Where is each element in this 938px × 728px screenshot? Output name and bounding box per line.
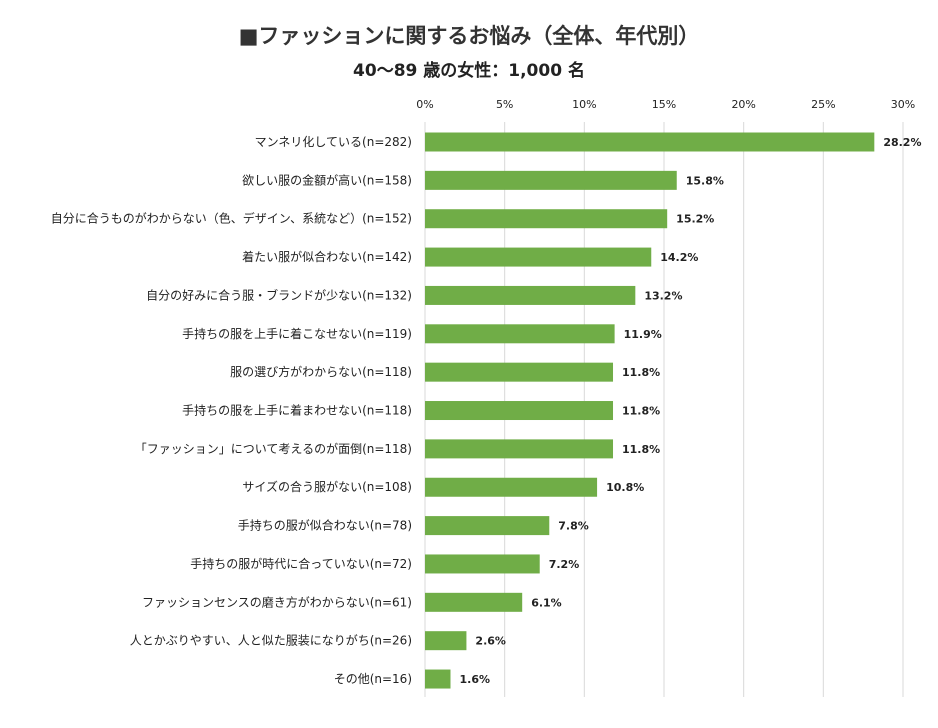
value-label: 11.8% (622, 405, 660, 418)
value-labels: 28.2% 15.8% 15.2% 14.2% 13.2% 11.9% 11.8% 11.8%… (459, 136, 921, 686)
bar (425, 516, 550, 536)
category-label: 自分の好みに合う服・ブランドが少ない(n=132) (146, 287, 412, 302)
value-label: 11.8% (622, 443, 660, 456)
value-label: 14.2% (660, 251, 698, 264)
value-label: 11.9% (624, 328, 662, 341)
bar (425, 554, 540, 574)
x-tick-label: 5% (496, 98, 513, 111)
value-label: 28.2% (883, 136, 921, 149)
category-label: 手持ちの服を上手に着こなせない(n=119) (182, 326, 412, 341)
bar (425, 170, 677, 190)
x-axis-ticks: 0% 5% 10% 15% 20% 25% 30% (416, 98, 915, 111)
x-tick-label: 15% (652, 98, 676, 111)
x-tick-label: 25% (811, 98, 835, 111)
bar (425, 362, 614, 382)
category-label: 人とかぶりやすい、人と似た服装になりがち(n=26) (130, 633, 412, 648)
bar (425, 592, 523, 612)
category-label: 「ファッション」について考えるのが面倒(n=118) (135, 441, 412, 456)
category-label: 服の選び方がわからない(n=118) (230, 364, 412, 379)
value-label: 2.6% (475, 635, 506, 648)
bar (425, 477, 598, 497)
bar (425, 247, 652, 267)
chart-title: ■ファッションに関するお悩み（全体、年代別） (238, 24, 700, 48)
value-label: 15.8% (686, 174, 724, 187)
bar (425, 285, 636, 305)
value-label: 11.8% (622, 366, 660, 379)
chart-subtitle: 40～89 歳の女性：1,000 名 (353, 61, 585, 81)
category-labels: マンネリ化している(n=282) 欲しい服の金額が高い(n=158) 自分に合うもの… (51, 135, 412, 686)
bars (425, 132, 875, 689)
bar (425, 132, 875, 152)
bar (425, 631, 467, 651)
category-label: 着たい服が似合わない(n=142) (242, 249, 412, 264)
bar (425, 324, 615, 344)
x-tick-label: 30% (891, 98, 915, 111)
x-tick-label: 10% (572, 98, 596, 111)
value-label: 13.2% (644, 289, 682, 302)
category-label: サイズの合う服がない(n=108) (242, 479, 412, 494)
x-tick-label: 0% (416, 98, 433, 111)
bar (425, 439, 614, 459)
category-label: ファッションセンスの磨き方がわからない(n=61) (142, 594, 412, 609)
value-label: 6.1% (531, 596, 562, 609)
category-label: 自分に合うものがわからない（色、デザイン、系統など）(n=152) (51, 211, 412, 226)
bar (425, 401, 614, 421)
category-label: マンネリ化している(n=282) (255, 135, 412, 149)
bar (425, 209, 668, 229)
value-label: 15.2% (676, 213, 714, 226)
value-label: 7.8% (558, 520, 589, 533)
category-label: 手持ちの服を上手に着まわせない(n=118) (182, 403, 412, 418)
x-tick-label: 20% (731, 98, 755, 111)
category-label: 手持ちの服が時代に合っていない(n=72) (190, 556, 412, 571)
value-label: 7.2% (549, 558, 580, 571)
category-label: 手持ちの服が似合わない(n=78) (238, 518, 412, 533)
category-label: その他(n=16) (334, 672, 412, 686)
value-label: 10.8% (606, 481, 644, 494)
value-label: 1.6% (459, 673, 490, 686)
category-label: 欲しい服の金額が高い(n=158) (242, 172, 412, 187)
bar (425, 669, 451, 689)
